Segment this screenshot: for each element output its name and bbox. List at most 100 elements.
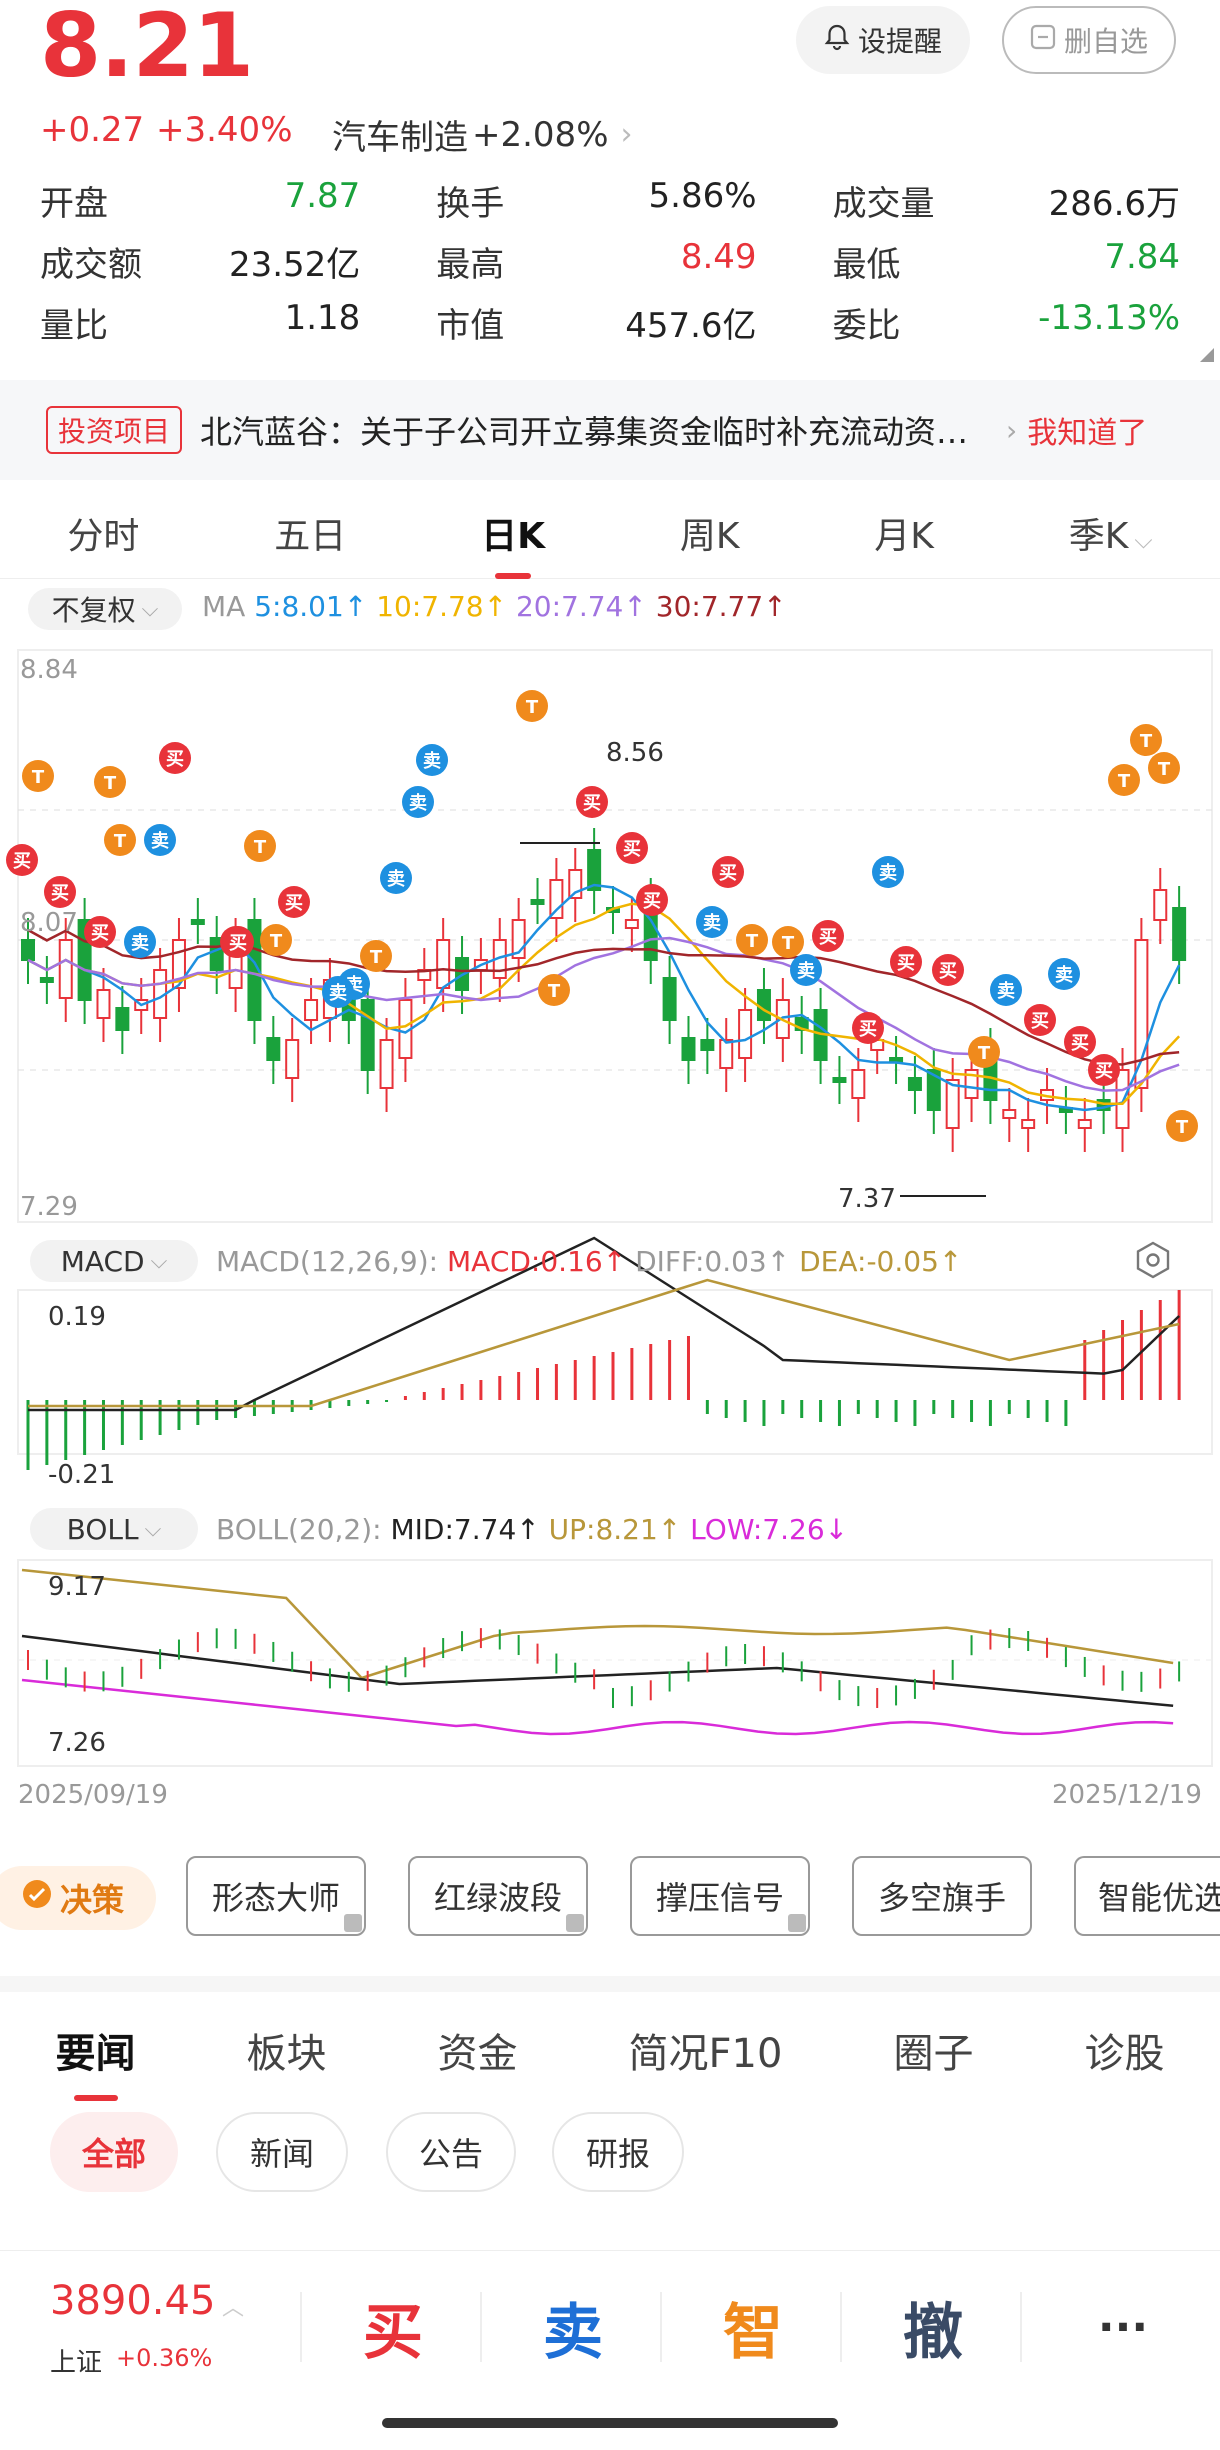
stat-value: 7.87	[284, 176, 361, 216]
buy-signal-icon[interactable]: 买	[812, 920, 844, 952]
signal-dot	[1064, 1026, 1096, 1058]
expand-corner-icon[interactable]	[1200, 348, 1214, 362]
notice-bar[interactable]: 投资项目 北汽蓝谷：关于子公司开立募集资金临时补充流动资金专项账户的公告 › 我…	[0, 380, 1220, 480]
news-tab[interactable]: 资金	[437, 2031, 518, 2077]
news-tab[interactable]: 简况F10	[628, 2031, 783, 2077]
high-price-mark: 8.56	[606, 738, 664, 768]
boll-upper-line	[21, 1568, 1174, 1680]
news-filter-chip[interactable]: 公告	[386, 2112, 516, 2192]
period-tab[interactable]: 周K	[679, 516, 740, 557]
sell-signal-icon[interactable]: 卖	[990, 974, 1022, 1006]
buy-signal-icon[interactable]: 买	[636, 884, 668, 916]
sell-signal-icon[interactable]: 卖	[144, 824, 176, 856]
candle	[738, 1009, 753, 1059]
news-filter-chip[interactable]: 研报	[552, 2112, 684, 2192]
tool-button[interactable]: 形态大师	[186, 1856, 366, 1936]
t-signal-icon[interactable]: T	[968, 1036, 1000, 1068]
buy-signal-icon[interactable]: 买	[159, 742, 191, 774]
buy-signal-icon[interactable]: 买	[712, 856, 744, 888]
tool-button[interactable]: 智能优选	[1074, 1856, 1220, 1936]
set-alert-button[interactable]: 设提醒	[796, 6, 970, 74]
buy-signal-icon[interactable]: 买	[852, 1012, 884, 1044]
t-signal-icon[interactable]: T	[1148, 752, 1180, 784]
remove-watchlist-button[interactable]: 删自选	[1002, 6, 1176, 74]
buy-signal-icon[interactable]: 买	[44, 876, 76, 908]
period-tab-season[interactable]: 季K ⌵	[1069, 507, 1153, 559]
news-filter-chip[interactable]: 全部	[50, 2112, 178, 2192]
boll-select[interactable]: BOLL ⌵	[30, 1508, 198, 1550]
t-signal-icon[interactable]: T	[244, 830, 276, 862]
sell-signal-icon[interactable]: 卖	[322, 976, 354, 1008]
sell-signal-icon[interactable]: 卖	[380, 862, 412, 894]
news-filter-chip[interactable]: 新闻	[216, 2112, 348, 2192]
buy-signal-icon[interactable]: 买	[890, 946, 922, 978]
chevron-up-icon: ︿	[222, 2296, 245, 2321]
t-signal-icon[interactable]: T	[1108, 764, 1140, 796]
tool-button[interactable]: 红绿波段	[408, 1856, 588, 1936]
tool-button[interactable]: 撑压信号	[630, 1856, 810, 1936]
buy-signal-icon[interactable]: 买	[616, 832, 648, 864]
buy-signal-icon[interactable]: 买	[1088, 1054, 1120, 1086]
period-tab[interactable]: 五日	[274, 516, 347, 557]
t-signal-icon[interactable]: T	[516, 690, 548, 722]
buy-signal-icon[interactable]: 买	[932, 954, 964, 986]
sell-signal-icon[interactable]: 卖	[402, 786, 434, 818]
sell-signal-icon[interactable]: 卖	[696, 906, 728, 938]
buy-signal-icon[interactable]: 买	[1024, 1004, 1056, 1036]
t-signal-icon[interactable]: T	[538, 974, 570, 1006]
sector-link[interactable]: 汽车制造 +2.08% ›	[332, 110, 633, 159]
cancel-order-button[interactable]: 撤	[903, 2297, 963, 2368]
news-tab[interactable]: 要闻	[56, 2021, 136, 2101]
signal-text: 卖	[387, 868, 405, 890]
sell-button[interactable]: 卖	[543, 2297, 603, 2368]
period-tab[interactable]: 日K	[481, 507, 545, 579]
sell-signal-icon[interactable]: 卖	[790, 954, 822, 986]
buy-signal-icon[interactable]: 买	[84, 916, 116, 948]
t-signal-icon[interactable]: T	[104, 824, 136, 856]
t-signal-icon[interactable]: T	[94, 766, 126, 798]
settings-icon[interactable]	[1134, 1241, 1172, 1283]
buy-signal-icon[interactable]: 买	[222, 926, 254, 958]
macd-select[interactable]: MACD ⌵	[30, 1240, 198, 1282]
t-signal-icon[interactable]: T	[360, 940, 392, 972]
sell-signal-icon[interactable]: 卖	[124, 926, 156, 958]
sell-signal-icon[interactable]: 卖	[1048, 958, 1080, 990]
notice-ack-button[interactable]: › 我知道了	[1006, 408, 1147, 452]
ma10-value: 10:7.78	[376, 590, 484, 623]
decision-button[interactable]: 决策	[0, 1866, 156, 1930]
index-value[interactable]: 3890.45	[50, 2278, 216, 2324]
candle	[907, 1077, 922, 1091]
signal-dot	[1048, 958, 1080, 990]
adjust-select[interactable]: 不复权 ⌵	[28, 588, 182, 630]
news-tab[interactable]: 圈子	[893, 2031, 974, 2077]
t-signal-icon[interactable]: T	[1130, 724, 1162, 756]
more-button[interactable]: ···	[1097, 2301, 1149, 2353]
buy-button[interactable]: 买	[363, 2297, 423, 2368]
sell-signal-icon[interactable]: 卖	[416, 744, 448, 776]
news-tab[interactable]: 诊股	[1084, 2031, 1165, 2077]
t-signal-icon[interactable]: T	[260, 924, 292, 956]
t-signal-icon[interactable]: T	[1166, 1110, 1198, 1142]
news-tab[interactable]: 板块	[246, 2031, 327, 2077]
t-signal-icon[interactable]: T	[22, 760, 54, 792]
chevron-down-icon: ⌵	[141, 596, 159, 622]
buy-signal-icon[interactable]: 买	[278, 886, 310, 918]
signal-text: 卖	[1055, 964, 1073, 986]
period-tab[interactable]: 分时	[67, 516, 140, 557]
t-signal-icon[interactable]: T	[772, 926, 804, 958]
smart-button[interactable]: 智	[723, 2297, 783, 2368]
period-tab[interactable]: 季K	[1068, 516, 1129, 557]
signal-dot	[1024, 1004, 1056, 1036]
period-tab[interactable]: 月K	[874, 516, 934, 557]
tool-button[interactable]: 多空旗手	[852, 1856, 1032, 1936]
t-signal-icon[interactable]: T	[736, 924, 768, 956]
sell-signal-icon[interactable]: 卖	[872, 856, 904, 888]
boll-lower-line	[21, 1678, 1174, 1736]
buy-signal-icon[interactable]: 买	[1064, 1026, 1096, 1058]
stat-value: 7.84	[1104, 237, 1181, 277]
kline-y-bottom: 7.29	[20, 1192, 78, 1222]
signal-dot	[84, 916, 116, 948]
buy-signal-icon[interactable]: 买	[6, 844, 38, 876]
buy-signal-icon[interactable]: 买	[576, 786, 608, 818]
